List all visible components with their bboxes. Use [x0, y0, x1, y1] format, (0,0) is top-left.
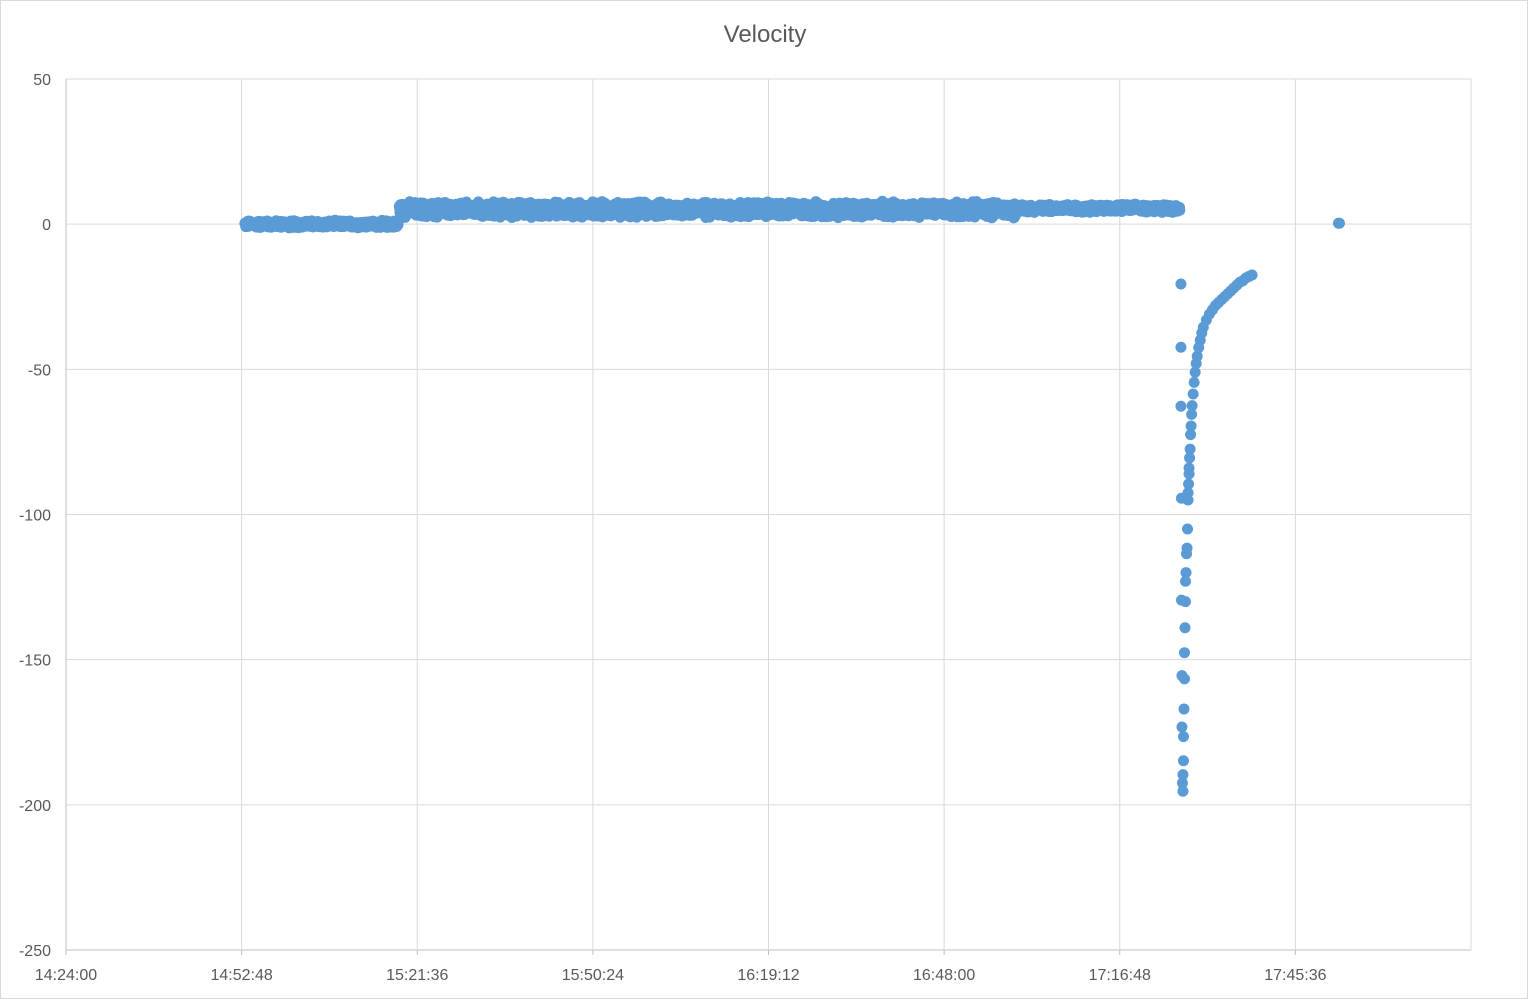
data-point — [1186, 408, 1198, 420]
data-point — [1191, 350, 1203, 362]
x-tick-label: 17:45:36 — [1264, 967, 1326, 984]
data-point — [1180, 575, 1192, 587]
data-point — [1179, 622, 1191, 634]
data-point — [1188, 376, 1200, 388]
data-point — [1177, 785, 1189, 797]
y-tick-label: -50 — [28, 362, 51, 379]
data-point — [1180, 567, 1192, 579]
data-point — [1174, 204, 1186, 216]
data-point — [1181, 542, 1193, 554]
data-point — [1178, 647, 1190, 659]
data-point — [1182, 523, 1194, 535]
y-tick-label: -100 — [19, 508, 51, 525]
data-point — [1185, 429, 1197, 441]
data-point — [1175, 278, 1187, 290]
data-point — [1182, 487, 1194, 499]
x-axis-tick-labels: 14:24:00 14:52:48 15:21:36 15:50:24 16:19:12… — [35, 967, 1327, 984]
y-tick-label: -250 — [19, 943, 51, 960]
x-tick-label: 14:52:48 — [210, 967, 272, 984]
data-point — [1333, 217, 1345, 229]
chart-title: Velocity — [723, 21, 807, 48]
x-tick-label: 15:50:24 — [562, 967, 624, 984]
y-tick-label: 50 — [33, 72, 51, 89]
data-point — [1183, 462, 1195, 474]
x-tick-label: 15:21:36 — [386, 967, 448, 984]
data-point — [1176, 777, 1188, 789]
data-point — [1189, 366, 1201, 378]
data-point — [1176, 721, 1188, 733]
data-point — [1177, 769, 1189, 781]
data-point — [1180, 596, 1192, 608]
data-point — [1183, 478, 1195, 490]
y-tick-label: -200 — [19, 798, 51, 815]
x-tick-label: 17:16:48 — [1089, 967, 1151, 984]
y-axis-tick-labels: 50 0 -50 -100 -150 -200 -250 — [19, 72, 51, 960]
x-tick-label: 16:48:00 — [913, 967, 975, 984]
data-point — [1178, 673, 1190, 685]
x-tick-label: 14:24:00 — [35, 967, 97, 984]
x-tick-label: 16:19:12 — [737, 967, 799, 984]
data-point — [1178, 703, 1190, 715]
data-point — [1184, 443, 1196, 455]
data-point — [1175, 400, 1187, 412]
y-tick-label: 0 — [42, 217, 51, 234]
y-tick-label: -150 — [19, 653, 51, 670]
data-point — [1184, 452, 1196, 464]
data-point — [1186, 400, 1198, 412]
data-point — [1177, 731, 1189, 743]
data-point — [1185, 420, 1197, 432]
data-point — [1187, 388, 1199, 400]
data-point — [1175, 341, 1187, 353]
data-series — [239, 195, 1345, 797]
data-point — [1246, 269, 1258, 281]
data-point — [1177, 755, 1189, 767]
gridlines — [65, 78, 1472, 955]
